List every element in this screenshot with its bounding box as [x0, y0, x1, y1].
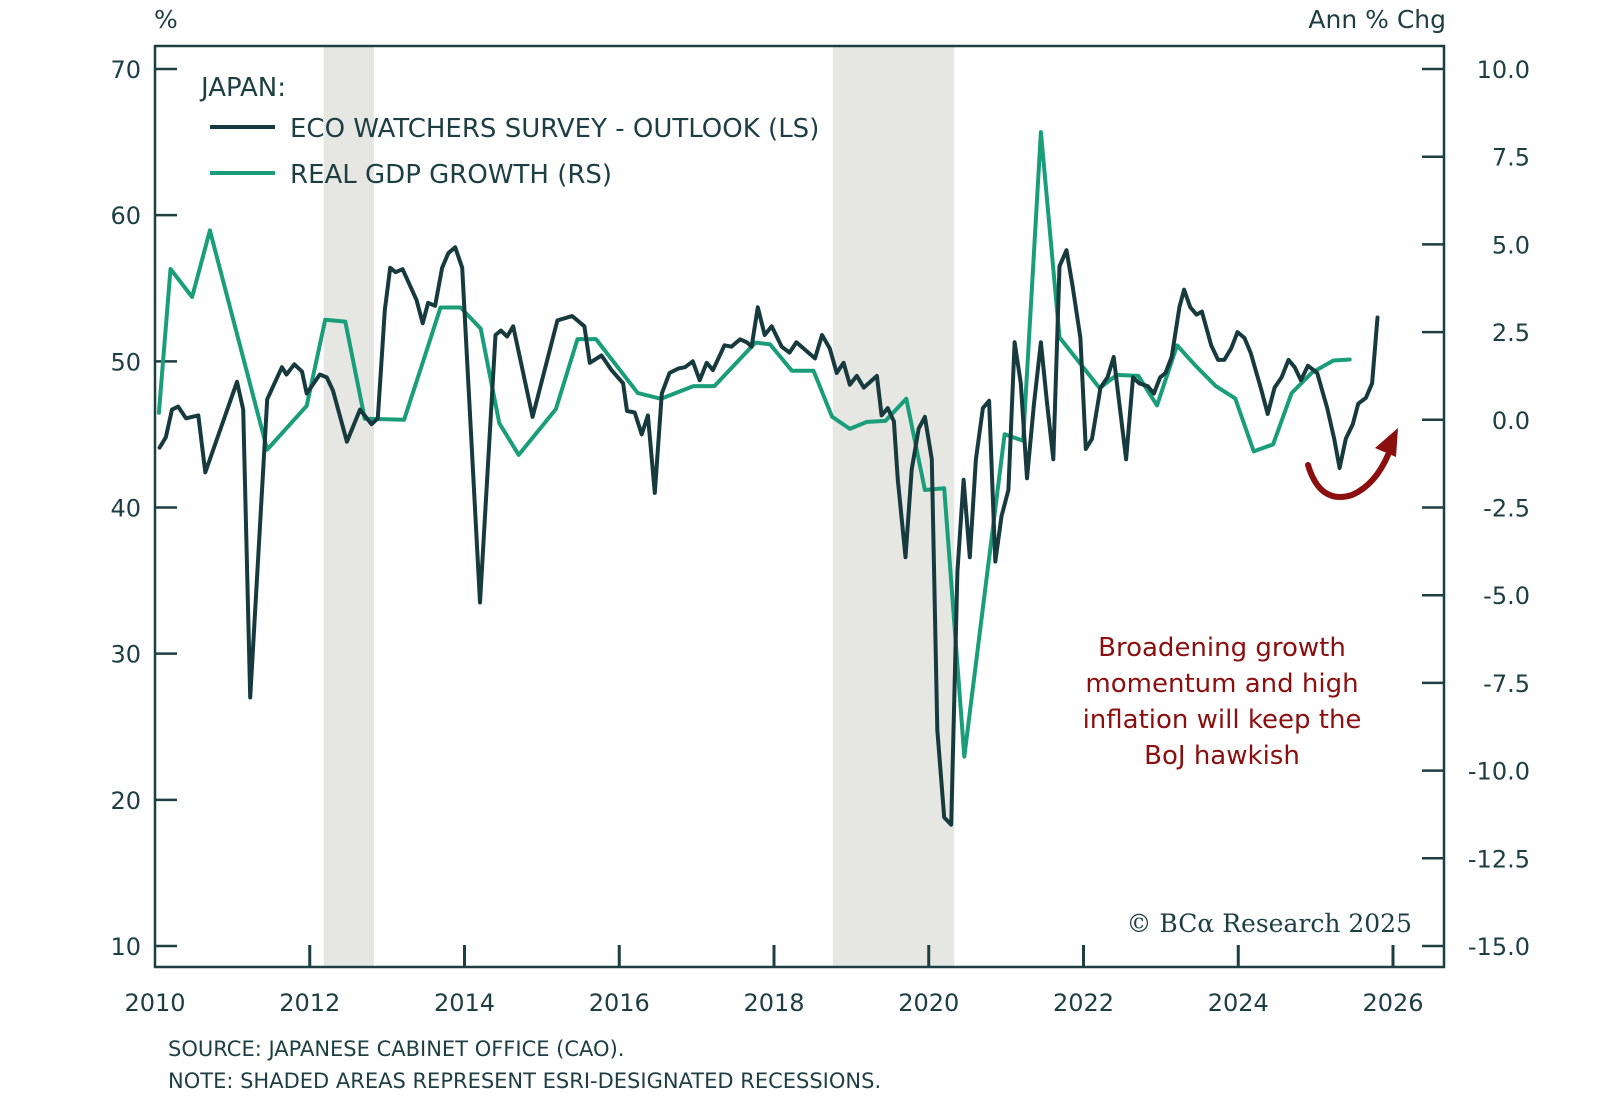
- right-tick-label: 10.0: [1477, 56, 1530, 84]
- eco-watchers-line: [157, 245, 1380, 827]
- annotation-line-4: BoJ hawkish: [1144, 741, 1300, 771]
- x-tick-label: 2016: [589, 989, 650, 1017]
- left-tick-label: 40: [110, 495, 141, 523]
- right-tick-label: -12.5: [1468, 845, 1530, 873]
- x-tick-label: 2012: [279, 989, 340, 1017]
- right-tick-label: -15.0: [1468, 933, 1530, 961]
- left-tick-label: 70: [110, 56, 141, 84]
- legend-label-eco: ECO WATCHERS SURVEY - OUTLOOK (LS): [290, 114, 819, 144]
- right-tick-label: -7.5: [1483, 670, 1530, 698]
- left-tick-label: 10: [110, 933, 141, 961]
- right-tick-label: -2.5: [1483, 495, 1530, 523]
- recession-band-1: [323, 46, 374, 967]
- legend: JAPAN: ECO WATCHERS SURVEY - OUTLOOK (LS…: [199, 73, 819, 190]
- right-axis-unit: Ann % Chg: [1308, 5, 1446, 34]
- right-tick-label: -10.0: [1468, 758, 1530, 786]
- annotation-line-3: inflation will keep the: [1083, 705, 1362, 735]
- right-tick-label: -5.0: [1483, 582, 1530, 610]
- left-tick-label: 30: [110, 641, 141, 669]
- x-tick-label: 2010: [124, 989, 185, 1017]
- right-tick-label: 2.5: [1492, 319, 1530, 347]
- annotation: Broadening growth momentum and high infl…: [1083, 428, 1398, 771]
- x-axis: 2010 2012 2014 2016 2018 2020 2022 2024 2026: [124, 945, 1424, 1017]
- annotation-line-2: momentum and high: [1085, 669, 1358, 699]
- right-tick-label: 5.0: [1492, 231, 1530, 259]
- annotation-line-1: Broadening growth: [1098, 633, 1346, 663]
- x-tick-label: 2020: [898, 989, 959, 1017]
- right-tick-label: 7.5: [1492, 144, 1530, 172]
- recession-note: NOTE: SHADED AREAS REPRESENT ESRI-DESIGN…: [168, 1069, 881, 1093]
- x-tick-label: 2022: [1053, 989, 1114, 1017]
- x-tick-label: 2026: [1362, 989, 1423, 1017]
- left-axis: 70 60 50 40 30 20 10: [110, 56, 177, 961]
- curved-arrow-icon: [1305, 452, 1391, 500]
- legend-label-gdp: REAL GDP GROWTH (RS): [290, 160, 612, 190]
- x-tick-label: 2018: [743, 989, 804, 1017]
- right-tick-label: 0.0: [1492, 407, 1530, 435]
- x-tick-label: 2024: [1208, 989, 1269, 1017]
- real-gdp-line: [156, 130, 1352, 759]
- source-note: SOURCE: JAPANESE CABINET OFFICE (CAO).: [168, 1037, 624, 1061]
- left-axis-unit: %: [154, 5, 178, 34]
- x-tick-label: 2014: [434, 989, 495, 1017]
- left-tick-label: 20: [110, 787, 141, 815]
- series-group: [156, 130, 1380, 827]
- arrow-head-icon: [1375, 428, 1398, 457]
- right-axis: 10.0 7.5 5.0 2.5 0.0 -2.5 -5.0 -7.5 -10.0 -12.5 -1…: [1422, 56, 1530, 961]
- left-tick-label: 50: [110, 348, 141, 376]
- left-tick-label: 60: [110, 202, 141, 230]
- copyright: © BCα Research 2025: [1126, 909, 1412, 938]
- legend-title: JAPAN:: [199, 73, 286, 103]
- recession-band-2: [832, 46, 955, 967]
